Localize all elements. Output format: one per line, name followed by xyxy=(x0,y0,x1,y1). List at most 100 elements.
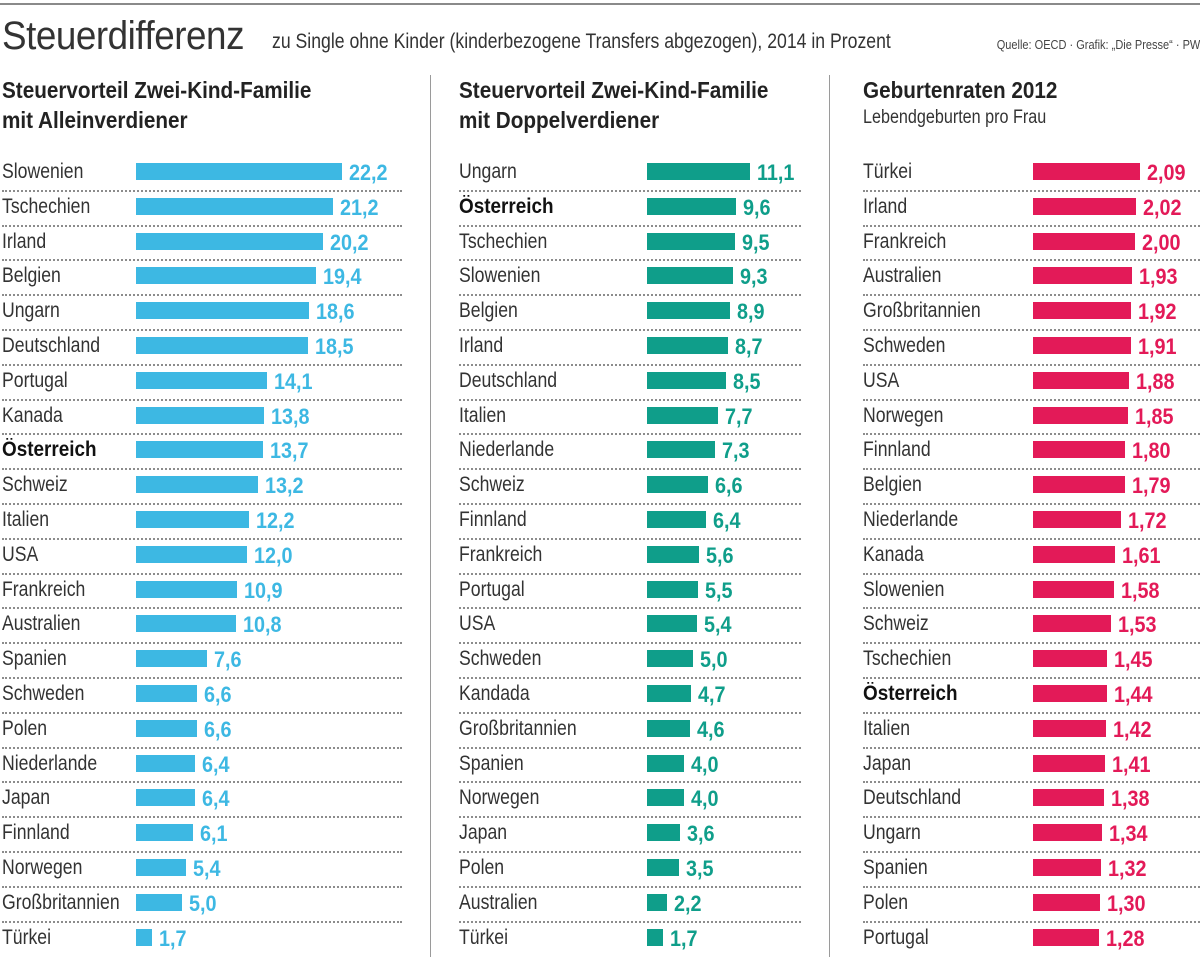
panel-title-line: Steuervorteil Zwei-Kind-Familie xyxy=(459,77,769,103)
row-separator xyxy=(459,885,801,888)
row-separator xyxy=(459,294,801,297)
value-label: 5,0 xyxy=(189,890,217,916)
bar xyxy=(136,754,196,772)
row-separator xyxy=(459,363,801,366)
category-label: Irland xyxy=(459,334,504,357)
value-label: 6,6 xyxy=(715,473,743,499)
bar-row: Kandada 4,7 xyxy=(459,679,801,714)
bar xyxy=(647,371,726,389)
row-separator xyxy=(863,781,1200,784)
bar-row: Österreich 9,6 xyxy=(459,192,801,227)
value-label: 5,4 xyxy=(704,612,732,638)
bar-row: Belgien 19,4 xyxy=(2,261,402,297)
category-label: Portugal xyxy=(2,368,68,392)
category-label: Kanada xyxy=(863,542,924,566)
row-separator xyxy=(863,711,1200,714)
row-separator xyxy=(2,816,402,819)
value-label: 1,44 xyxy=(1113,682,1153,707)
value-label: 7,6 xyxy=(213,647,242,673)
category-label: Belgien xyxy=(2,264,61,288)
bar-row: Italien 12,2 xyxy=(2,505,402,540)
bar xyxy=(1033,302,1132,320)
bar xyxy=(1033,754,1106,772)
bar-row: Großbritannien 5,0 xyxy=(2,888,402,923)
row-separator xyxy=(2,433,402,436)
bar xyxy=(647,615,698,633)
bar-row: Japan 1,41 xyxy=(863,749,1200,784)
category-label: Schweden xyxy=(2,682,85,705)
bar xyxy=(647,267,734,285)
row-separator xyxy=(2,607,402,610)
bar xyxy=(647,893,668,911)
bar xyxy=(136,197,333,215)
panel-title-line: mit Alleinverdiener xyxy=(2,107,188,133)
bar xyxy=(1033,441,1126,459)
bar xyxy=(136,163,342,180)
value-label: 1,28 xyxy=(1105,925,1145,951)
value-label: 6,6 xyxy=(204,716,232,742)
row-separator xyxy=(863,189,1200,192)
row-separator xyxy=(459,711,801,714)
row-separator xyxy=(863,676,1200,679)
category-label: Tschechien xyxy=(459,229,548,253)
bar-row: Türkei 1,7 xyxy=(2,923,402,957)
bar xyxy=(136,893,183,911)
value-label: 5,0 xyxy=(700,647,728,673)
bar-row: Niederlande 6,4 xyxy=(2,749,402,784)
value-label: 2,00 xyxy=(1142,229,1181,255)
category-label: Finnland xyxy=(863,438,931,462)
row-separator xyxy=(863,433,1200,436)
value-label: 1,41 xyxy=(1112,751,1151,777)
bar-row: Polen 1,30 xyxy=(863,888,1200,923)
category-label: Belgien xyxy=(459,299,518,323)
bar xyxy=(647,476,709,494)
row-separator xyxy=(459,746,801,749)
category-label: Tschechien xyxy=(2,194,91,218)
category-label: Schweden xyxy=(863,334,946,357)
bar-row: Schweiz 6,6 xyxy=(459,470,801,505)
bar xyxy=(1033,859,1101,876)
category-label: Spanien xyxy=(2,647,67,671)
row-separator xyxy=(863,502,1200,505)
value-label: 1,7 xyxy=(669,925,698,951)
bar xyxy=(647,545,699,563)
panel-geburtenraten: Geburtenraten 2012 Lebendgeburten pro Fr… xyxy=(863,75,1200,951)
bar-row: Japan 6,4 xyxy=(2,783,402,819)
value-label: 9,6 xyxy=(743,194,771,220)
bar xyxy=(1033,232,1136,250)
row-separator xyxy=(459,224,801,227)
bar-row: Slowenien 9,3 xyxy=(459,261,801,297)
bar xyxy=(647,302,730,320)
category-label: Ungarn xyxy=(863,821,921,845)
value-label: 6,1 xyxy=(199,821,228,847)
row-separator xyxy=(459,642,801,645)
value-label: 12,2 xyxy=(256,508,295,533)
value-label: 20,2 xyxy=(330,229,369,255)
category-label: Australien xyxy=(863,264,942,288)
row-separator xyxy=(2,885,402,888)
bar xyxy=(1033,824,1102,842)
value-label: 5,4 xyxy=(193,856,221,881)
bar xyxy=(1033,685,1107,702)
bar-row: Japan 3,6 xyxy=(459,818,801,853)
bar-row: USA 5,4 xyxy=(459,609,801,645)
bar xyxy=(136,337,308,354)
value-label: 9,3 xyxy=(740,264,768,290)
bar xyxy=(1033,789,1104,807)
bar-row: Schweiz 1,53 xyxy=(863,609,1200,645)
bar-row: Australien 1,93 xyxy=(863,261,1200,297)
category-label: Norwegen xyxy=(863,403,944,427)
category-label: Slowenien xyxy=(2,160,84,183)
value-label: 22,2 xyxy=(349,160,388,185)
category-label: Irland xyxy=(863,194,908,218)
category-label: Japan xyxy=(863,751,912,775)
bar-row: Schweden 6,6 xyxy=(2,679,402,714)
row-separator xyxy=(2,189,402,192)
category-label: Großbritannien xyxy=(863,299,981,323)
bar-row: Portugal 1,28 xyxy=(863,923,1200,957)
bar xyxy=(647,197,737,215)
bar-row: Türkei 2,09 xyxy=(863,157,1200,192)
row-separator xyxy=(2,363,402,366)
row-separator xyxy=(2,676,402,679)
value-label: 2,02 xyxy=(1143,194,1182,220)
